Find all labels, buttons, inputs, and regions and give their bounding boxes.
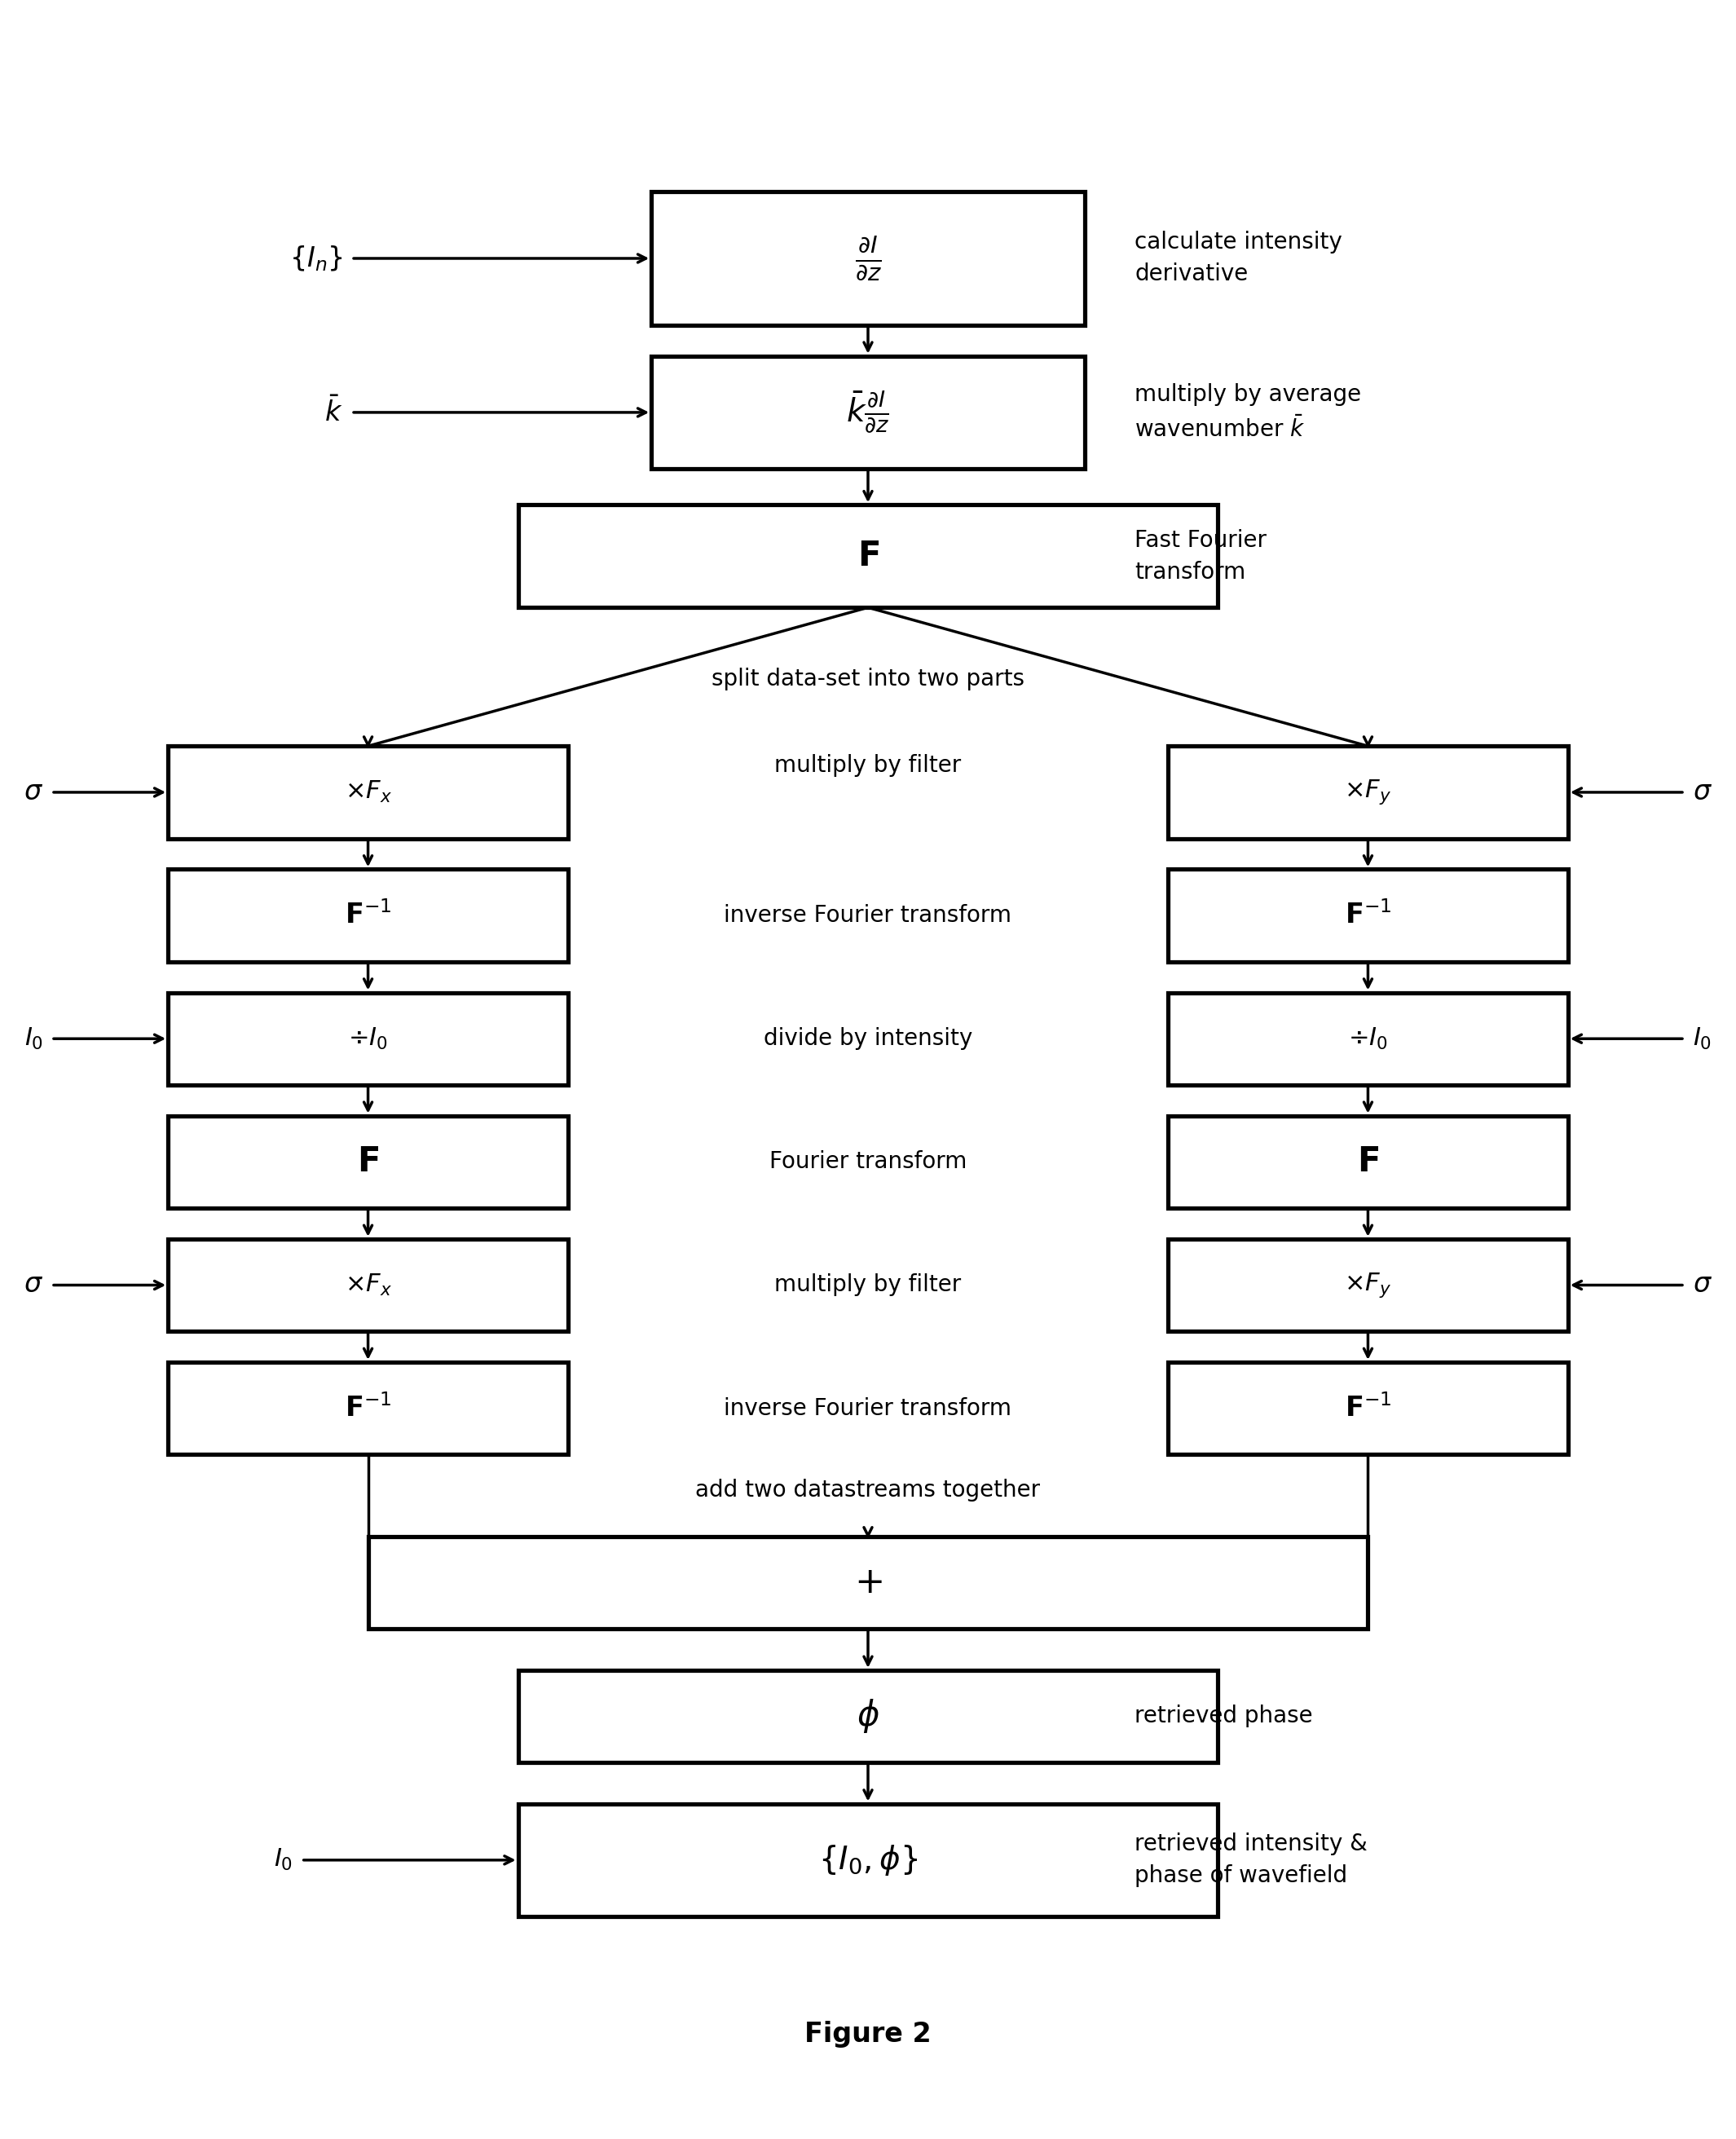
Bar [168, 1117, 568, 1209]
Text: $I_0$: $I_0$ [1693, 1027, 1712, 1052]
Text: $\sigma$: $\sigma$ [24, 779, 43, 804]
Bar [1168, 992, 1568, 1084]
Text: $\div I_0$: $\div I_0$ [349, 1027, 387, 1052]
Text: calculate intensity
derivative: calculate intensity derivative [1135, 231, 1342, 287]
Text: $\phi$: $\phi$ [856, 1698, 880, 1735]
Text: inverse Fourier transform: inverse Fourier transform [724, 905, 1012, 926]
Bar [168, 1238, 568, 1330]
Text: $\mathbf{F}^{-1}$: $\mathbf{F}^{-1}$ [345, 1395, 391, 1422]
Bar [1168, 1238, 1568, 1330]
Text: $\mathbf{F}^{-1}$: $\mathbf{F}^{-1}$ [1345, 901, 1391, 930]
Text: add two datastreams together: add two datastreams together [696, 1478, 1040, 1502]
Text: $\div I_0$: $\div I_0$ [1349, 1027, 1387, 1052]
Text: $+$: $+$ [854, 1566, 882, 1600]
Text: $\frac{\partial I}{\partial z}$: $\frac{\partial I}{\partial z}$ [854, 235, 882, 282]
Text: $\mathbf{F}$: $\mathbf{F}$ [858, 539, 878, 573]
Text: $\{I_n\}$: $\{I_n\}$ [290, 244, 344, 274]
Text: multiply by filter: multiply by filter [774, 755, 962, 776]
Text: multiply by filter: multiply by filter [774, 1273, 962, 1296]
Bar [1168, 1363, 1568, 1455]
Text: $\times F_x$: $\times F_x$ [344, 779, 392, 804]
Text: $\times F_x$: $\times F_x$ [344, 1273, 392, 1298]
Text: Fourier transform: Fourier transform [769, 1151, 967, 1174]
Text: $\mathbf{F}^{-1}$: $\mathbf{F}^{-1}$ [345, 901, 391, 930]
Bar [368, 1536, 1368, 1630]
Bar [1168, 747, 1568, 838]
Text: retrieved intensity &
phase of wavefield: retrieved intensity & phase of wavefield [1135, 1833, 1368, 1887]
Bar [168, 992, 568, 1084]
Text: $\mathbf{F}^{-1}$: $\mathbf{F}^{-1}$ [1345, 1395, 1391, 1422]
Text: inverse Fourier transform: inverse Fourier transform [724, 1397, 1012, 1420]
Text: $I_0$: $I_0$ [24, 1027, 43, 1052]
Text: $\bar{k}$: $\bar{k}$ [325, 398, 344, 428]
Bar [517, 505, 1219, 607]
Text: $\mathbf{F}$: $\mathbf{F}$ [1358, 1144, 1378, 1179]
Text: retrieved phase: retrieved phase [1135, 1705, 1312, 1728]
Bar [1168, 1117, 1568, 1209]
Text: split data-set into two parts: split data-set into two parts [712, 667, 1024, 691]
Bar [517, 1671, 1219, 1763]
Text: Figure 2: Figure 2 [804, 2021, 932, 2047]
Text: multiply by average
wavenumber $\bar{k}$: multiply by average wavenumber $\bar{k}$ [1135, 383, 1361, 443]
Text: $\sigma$: $\sigma$ [1693, 779, 1712, 804]
Bar [651, 355, 1085, 468]
Text: $\times F_y$: $\times F_y$ [1344, 1271, 1392, 1298]
Text: $\times F_y$: $\times F_y$ [1344, 779, 1392, 806]
Bar [517, 1803, 1219, 1917]
Text: Fast Fourier
transform: Fast Fourier transform [1135, 528, 1267, 584]
Bar [168, 1363, 568, 1455]
Text: $\mathbf{F}$: $\mathbf{F}$ [358, 1144, 378, 1179]
Text: $\sigma$: $\sigma$ [24, 1273, 43, 1298]
Text: $\sigma$: $\sigma$ [1693, 1273, 1712, 1298]
Text: divide by intensity: divide by intensity [764, 1027, 972, 1050]
Bar [168, 747, 568, 838]
Text: $\{I_0, \phi\}$: $\{I_0, \phi\}$ [818, 1844, 918, 1878]
Bar [168, 868, 568, 963]
Text: $\bar{k}\frac{\partial I}{\partial z}$: $\bar{k}\frac{\partial I}{\partial z}$ [845, 389, 891, 436]
Bar [1168, 868, 1568, 963]
Text: $I_0$: $I_0$ [274, 1848, 293, 1874]
Bar [651, 193, 1085, 325]
